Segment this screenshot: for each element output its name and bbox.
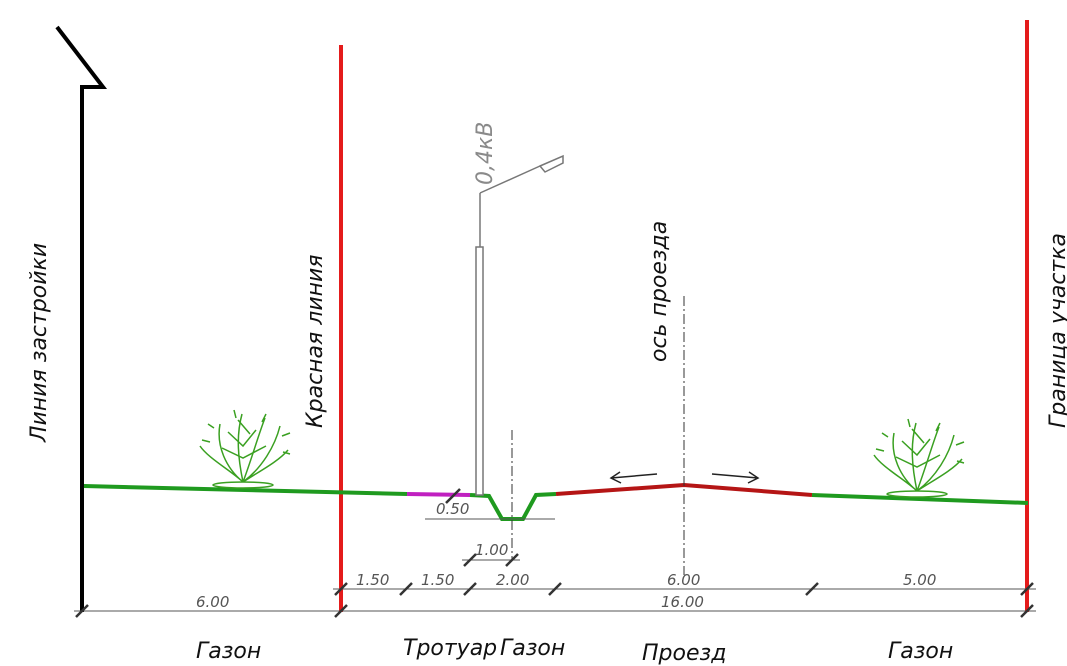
dim-left-total: 6.00 xyxy=(196,593,229,611)
street-light-pole xyxy=(475,154,564,496)
voltage-label: 0,4кВ xyxy=(473,122,498,185)
dimension-ticks xyxy=(75,488,1034,618)
dim-ditch-offset: 1.00 xyxy=(475,541,508,559)
slope-arrow-right xyxy=(711,471,760,484)
ground-profile xyxy=(83,482,1029,521)
dim-seg-1: 1.50 xyxy=(356,571,389,589)
plot-border-label: Граница участка xyxy=(1046,233,1067,428)
zone-sidewalk: Тротуар xyxy=(403,636,497,661)
zone-driveway: Проезд xyxy=(642,641,726,666)
zone-lawn-mid: Газон xyxy=(500,636,565,661)
shrub-right xyxy=(873,418,965,498)
zone-lawn-left: Газон xyxy=(196,639,261,664)
dim-right-total: 16.00 xyxy=(661,593,704,611)
road-axis-label: ось проезда xyxy=(647,221,672,362)
dim-seg-3: 2.00 xyxy=(496,571,529,589)
lawn-right-surface xyxy=(811,493,1029,505)
sidewalk-surface xyxy=(406,492,471,497)
shrub-left xyxy=(199,409,291,489)
building-line-label: Линия застройки xyxy=(27,243,52,443)
lawn-mid-surface xyxy=(469,492,557,521)
dim-seg-5: 5.00 xyxy=(903,571,936,589)
red-line-label: Красная линия xyxy=(303,254,328,428)
lawn-left-surface xyxy=(83,484,408,496)
dim-seg-2: 1.50 xyxy=(421,571,454,589)
dim-seg-4: 6.00 xyxy=(667,571,700,589)
dim-ditch-depth: 0.50 xyxy=(436,500,469,518)
building-line xyxy=(55,25,108,612)
zone-lawn-right: Газон xyxy=(888,639,953,664)
slope-arrow-left xyxy=(609,471,658,484)
